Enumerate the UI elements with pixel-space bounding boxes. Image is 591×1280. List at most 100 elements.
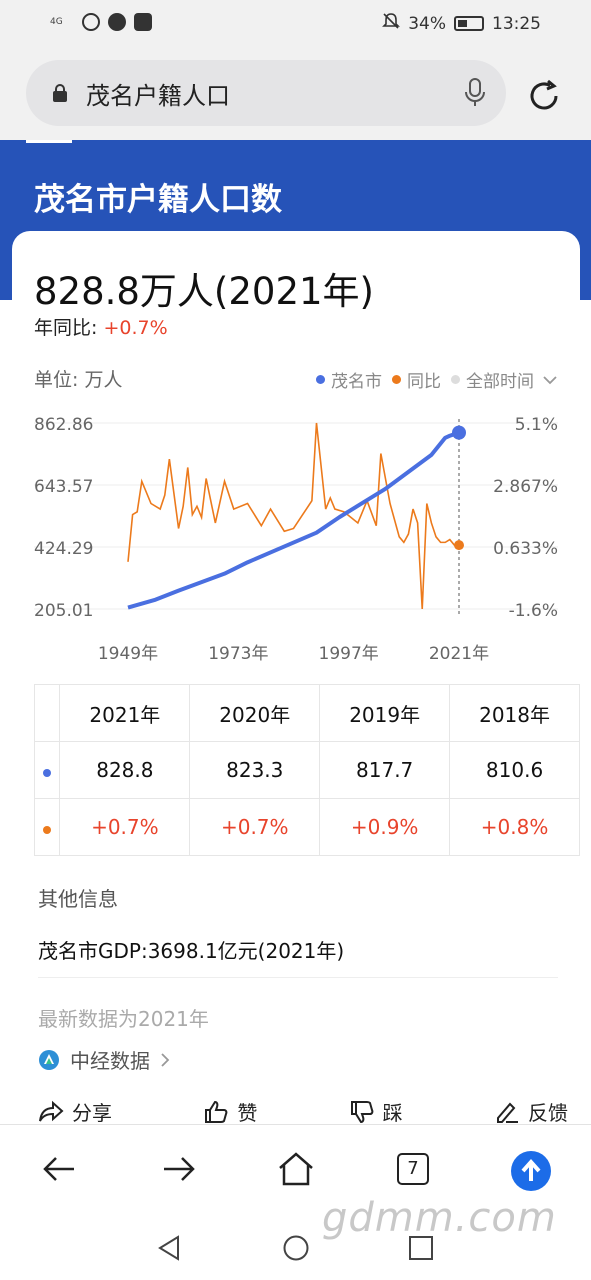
action-bar: 分享 赞 踩 反馈 <box>38 1097 568 1126</box>
scroll-top-button[interactable] <box>511 1151 551 1191</box>
series-line-yoy <box>127 422 459 610</box>
table-row-population: 828.8 823.3 817.7 810.6 <box>33 741 580 799</box>
browser-bottom-nav: 7 <box>0 1124 591 1216</box>
system-nav-bar <box>0 1216 591 1280</box>
search-query: 茂名户籍人口 <box>86 82 230 110</box>
year-cell: 2018年 <box>449 684 580 742</box>
unit-label: 单位: 万人 <box>34 369 123 391</box>
clock: 13:25 <box>492 13 541 34</box>
yoy-cell: +0.7% <box>189 798 321 856</box>
table-row-yoy: +0.7% +0.7% +0.9% +0.8% <box>33 798 580 856</box>
population-cell: 817.7 <box>319 741 451 799</box>
back-arrow-icon[interactable] <box>40 1149 80 1189</box>
gdp-link[interactable]: 茂名市GDP:3698.1亿元(2021年) <box>38 939 345 963</box>
feedback-button[interactable]: 反馈 <box>494 1097 568 1126</box>
time-range-select[interactable]: 全部时间 <box>451 367 558 392</box>
year-cell: 2021年 <box>59 684 191 742</box>
system-home-icon[interactable] <box>282 1234 310 1262</box>
search-input[interactable]: 茂名户籍人口 <box>26 60 506 126</box>
yoy-cell: +0.9% <box>319 798 451 856</box>
series-point-yoy <box>454 540 464 551</box>
like-button[interactable]: 赞 <box>203 1097 257 1126</box>
page-title: 茂名市户籍人口数 <box>34 182 282 218</box>
yoy-cell: +0.7% <box>59 798 191 856</box>
source-link[interactable]: 中经数据 <box>38 1045 170 1074</box>
y-right-tick-label: 2.867% <box>493 477 558 497</box>
data-table: 2021年 2020年 2019年 2018年 828.8 823.3 817.… <box>33 684 580 856</box>
y-right-tick-label: 0.633% <box>493 539 558 559</box>
like-label: 赞 <box>237 1101 258 1125</box>
feedback-label: 反馈 <box>527 1101 568 1125</box>
dislike-label: 踩 <box>382 1101 403 1125</box>
legend-yoy-dot <box>392 375 401 384</box>
y-left-tick-label: 424.29 <box>34 539 93 559</box>
year-cell: 2020年 <box>189 684 321 742</box>
system-recents-icon[interactable] <box>408 1235 434 1261</box>
lock-icon <box>53 84 67 102</box>
latest-data-note: 最新数据为2021年 <box>38 1007 209 1031</box>
year-cell: 2019年 <box>319 684 451 742</box>
chevron-right-icon <box>161 1052 170 1067</box>
eye-icon <box>82 13 100 31</box>
share-button[interactable]: 分享 <box>38 1097 112 1126</box>
x-tick-label: 1973年 <box>208 644 268 664</box>
chat-icon <box>108 13 126 31</box>
app-notification-icon <box>134 13 152 31</box>
status-left: 4G <box>50 13 152 31</box>
yoy-dot <box>43 826 52 834</box>
share-label: 分享 <box>72 1101 112 1125</box>
legend-city[interactable]: 茂名市 <box>316 367 382 392</box>
thumbs-up-icon <box>205 1100 228 1123</box>
table-row-years: 2021年 2020年 2019年 2018年 <box>33 684 580 742</box>
tab-count-button[interactable]: 7 <box>397 1153 429 1185</box>
other-info-title: 其他信息 <box>38 887 118 911</box>
watermark: gdmm.com <box>322 1195 557 1241</box>
y-right-tick-label: -1.6% <box>509 601 558 621</box>
edit-pencil-icon <box>496 1102 518 1123</box>
legend-time-dot <box>451 375 460 384</box>
population-cell: 823.3 <box>189 741 321 799</box>
x-tick-label: 1997年 <box>319 644 379 664</box>
source-logo-icon <box>39 1049 59 1070</box>
home-icon[interactable] <box>276 1149 316 1189</box>
browser-toolbar: 茂名户籍人口 <box>0 48 591 140</box>
series-line-population <box>127 430 460 610</box>
y-left-tick-label: 862.86 <box>34 415 93 435</box>
series-point-population <box>452 425 466 440</box>
population-dot <box>43 769 52 777</box>
system-back-icon[interactable] <box>156 1234 182 1262</box>
chevron-down-icon <box>543 375 557 384</box>
legend-city-dot <box>316 375 325 384</box>
dislike-button[interactable]: 踩 <box>349 1097 403 1126</box>
population-chart[interactable]: 862.86 643.57 424.29 205.01 5.1% 2.867% 0.633%… <box>12 401 580 671</box>
yoy-value: +0.7% <box>103 317 168 339</box>
data-card: 828.8万人(2021年) 年同比: +0.7% 单位: 万人 茂名市 同比 … <box>12 231 580 1280</box>
legend-yoy[interactable]: 同比 <box>392 367 441 392</box>
yoy-summary: 年同比: +0.7% <box>34 313 168 340</box>
time-range-label: 全部时间 <box>466 372 534 392</box>
source-label: 中经数据 <box>70 1049 150 1073</box>
yoy-label: 年同比: <box>34 317 98 339</box>
legend-yoy-label: 同比 <box>407 372 441 392</box>
share-icon <box>39 1100 64 1121</box>
arrow-up-icon <box>521 1158 541 1181</box>
status-bar: 4G 34% 13:25 <box>0 0 591 48</box>
mute-bell-icon <box>382 12 401 35</box>
signal-indicator: 4G <box>50 16 63 27</box>
tab-indicator <box>26 140 72 143</box>
reload-icon[interactable] <box>526 78 562 114</box>
y-left-tick-label: 205.01 <box>34 601 93 621</box>
thumbs-down-icon <box>350 1100 374 1123</box>
microphone-icon[interactable] <box>464 78 486 108</box>
x-tick-label: 1949年 <box>98 644 158 664</box>
population-cell: 828.8 <box>59 741 191 799</box>
population-cell: 810.6 <box>449 741 580 799</box>
battery-icon <box>454 16 484 31</box>
yoy-cell: +0.8% <box>449 798 580 856</box>
x-tick-label: 2021年 <box>429 644 489 664</box>
legend-city-label: 茂名市 <box>331 372 382 392</box>
divider <box>38 977 558 978</box>
battery-percent: 34% <box>408 13 446 34</box>
status-right: 34% 13:25 <box>382 12 541 35</box>
forward-arrow-icon[interactable] <box>158 1149 198 1189</box>
